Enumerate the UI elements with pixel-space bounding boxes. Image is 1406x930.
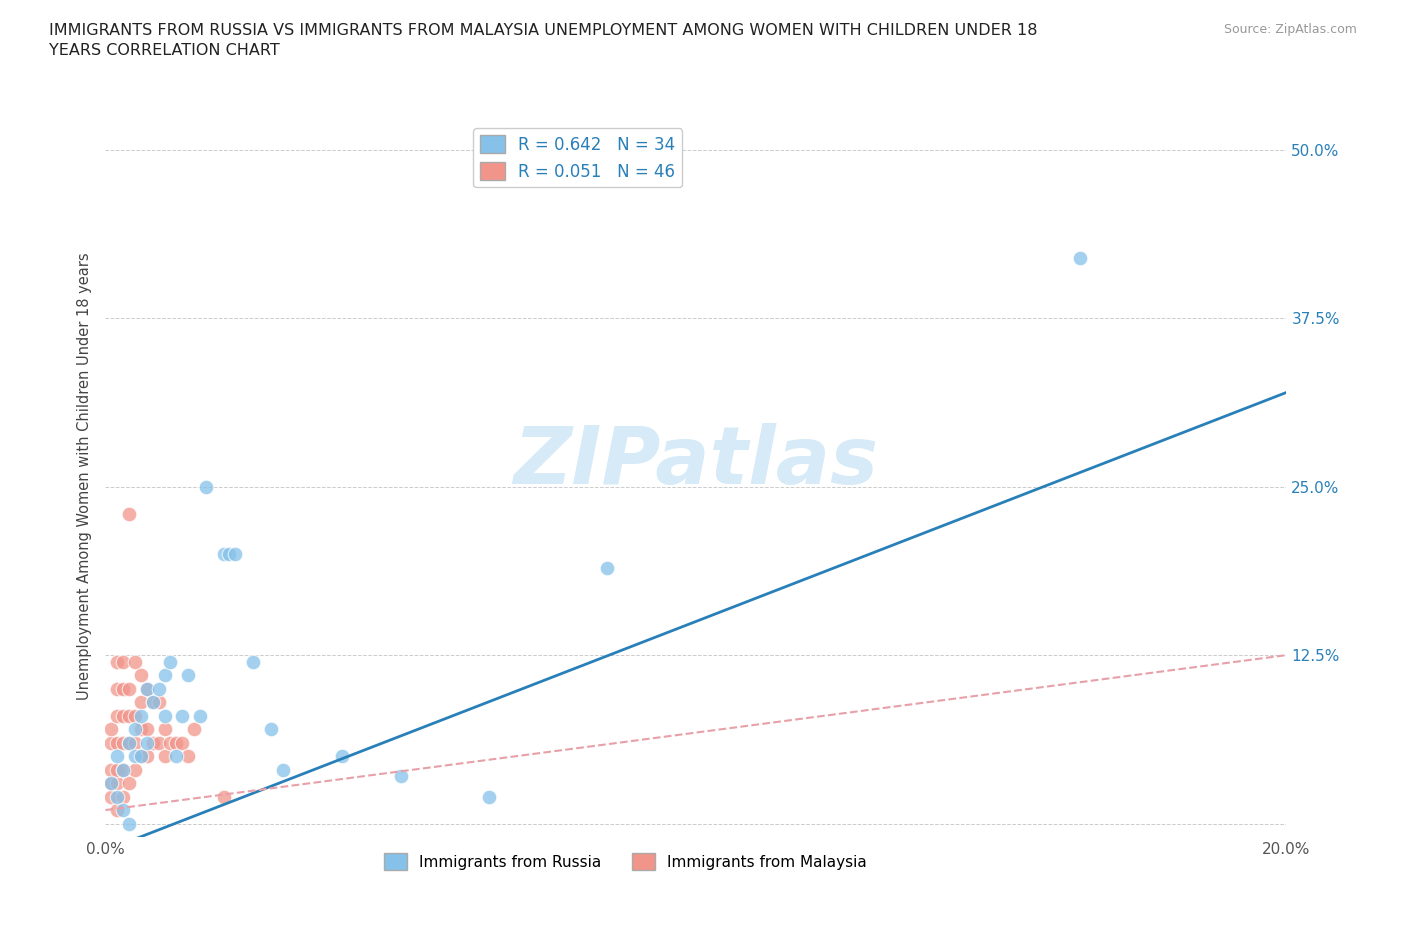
Point [142,695,165,710]
Point [100,776,122,790]
Point [124,763,146,777]
Point [112,790,135,804]
Point [118,682,141,697]
Point [330,749,353,764]
Point [129,722,152,737]
Point [129,668,152,683]
Point [135,736,157,751]
Point [218,547,240,562]
Point [135,682,157,697]
Point [260,722,283,737]
Point [100,722,122,737]
Point [100,763,122,777]
Point [105,736,128,751]
Point [153,668,176,683]
Point [135,749,157,764]
Point [148,695,170,710]
Point [153,749,176,764]
Point [118,709,141,724]
Y-axis label: Unemployment Among Women with Children Under 18 years: Unemployment Among Women with Children U… [77,253,93,700]
Point [159,736,181,751]
Point [1069,250,1091,265]
Point [100,776,122,790]
Point [188,709,211,724]
Point [142,695,165,710]
Text: Source: ZipAtlas.com: Source: ZipAtlas.com [1223,23,1357,36]
Point [153,722,176,737]
Point [271,763,294,777]
Point [389,769,412,784]
Point [118,736,141,751]
Point [118,817,141,831]
Point [105,776,128,790]
Point [148,736,170,751]
Point [100,736,122,751]
Point [129,749,152,764]
Point [172,736,194,751]
Point [165,736,187,751]
Point [124,736,146,751]
Point [124,709,146,724]
Point [118,736,141,751]
Point [124,722,146,737]
Point [105,763,128,777]
Text: IMMIGRANTS FROM RUSSIA VS IMMIGRANTS FROM MALAYSIA UNEMPLOYMENT AMONG WOMEN WITH: IMMIGRANTS FROM RUSSIA VS IMMIGRANTS FRO… [49,23,1038,58]
Point [129,709,152,724]
Point [105,682,128,697]
Point [112,709,135,724]
Point [112,736,135,751]
Point [105,655,128,670]
Point [129,749,152,764]
Point [478,790,501,804]
Point [112,803,135,817]
Point [135,682,157,697]
Text: ZIPatlas: ZIPatlas [513,423,879,501]
Point [112,763,135,777]
Point [242,655,264,670]
Point [105,749,128,764]
Point [194,479,217,494]
Point [124,749,146,764]
Point [212,547,235,562]
Point [172,709,194,724]
Point [212,790,235,804]
Point [118,776,141,790]
Point [135,722,157,737]
Point [100,790,122,804]
Point [153,709,176,724]
Point [105,803,128,817]
Point [177,749,200,764]
Point [159,655,181,670]
Point [112,655,135,670]
Point [124,655,146,670]
Point [105,790,128,804]
Point [112,763,135,777]
Point [142,736,165,751]
Point [118,506,141,521]
Point [224,547,246,562]
Point [165,749,187,764]
Point [112,682,135,697]
Point [177,668,200,683]
Legend: Immigrants from Russia, Immigrants from Malaysia: Immigrants from Russia, Immigrants from … [378,847,873,876]
Point [148,682,170,697]
Point [129,695,152,710]
Point [105,709,128,724]
Point [596,560,619,575]
Point [183,722,205,737]
